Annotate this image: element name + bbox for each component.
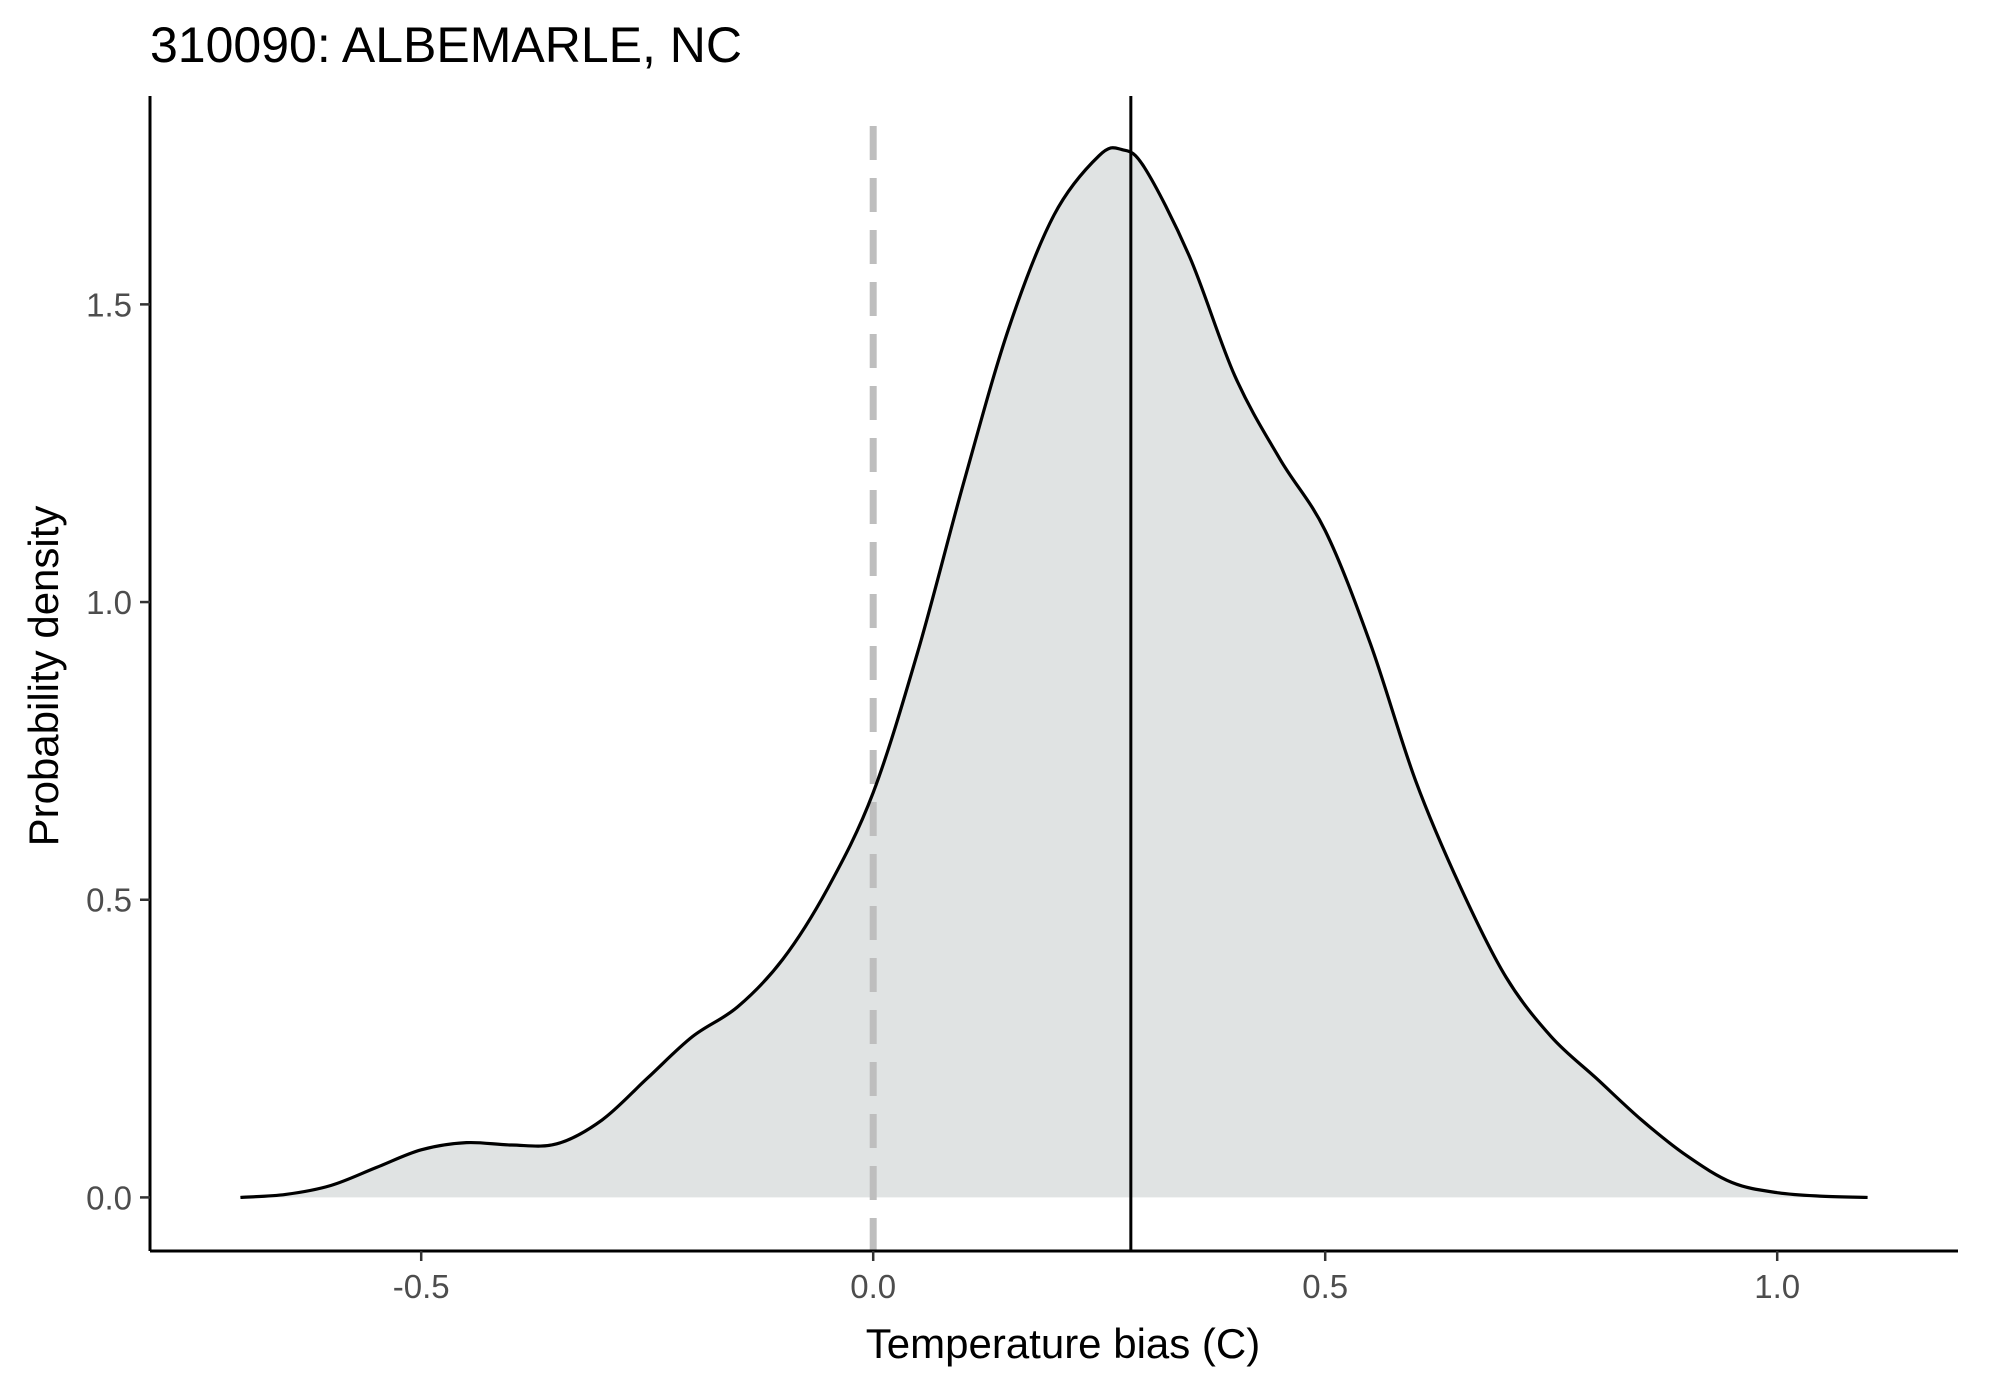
x-axis-ticks: -0.5 0.0 0.5 1.0 — [393, 1251, 1800, 1305]
y-tick-label: 0.0 — [86, 1179, 132, 1216]
density-area-fill — [240, 147, 1868, 1198]
x-tick-label: 0.5 — [1302, 1268, 1348, 1305]
density-curve-line — [240, 146, 1868, 1200]
y-axis-ticks: 0.0 0.5 1.0 1.5 — [86, 286, 150, 1216]
x-tick-label: 0.0 — [850, 1268, 896, 1305]
x-tick-label: 1.0 — [1754, 1268, 1800, 1305]
y-tick-label: 1.0 — [86, 584, 132, 621]
y-axis-title: Probability density — [20, 506, 67, 847]
chart-title: 310090: ALBEMARLE, NC — [150, 17, 742, 73]
x-axis-title: Temperature bias (C) — [866, 1320, 1260, 1367]
y-tick-label: 0.5 — [86, 882, 132, 919]
y-tick-label: 1.5 — [86, 286, 132, 323]
x-tick-label: -0.5 — [393, 1268, 450, 1305]
plot-area — [240, 96, 1868, 1251]
